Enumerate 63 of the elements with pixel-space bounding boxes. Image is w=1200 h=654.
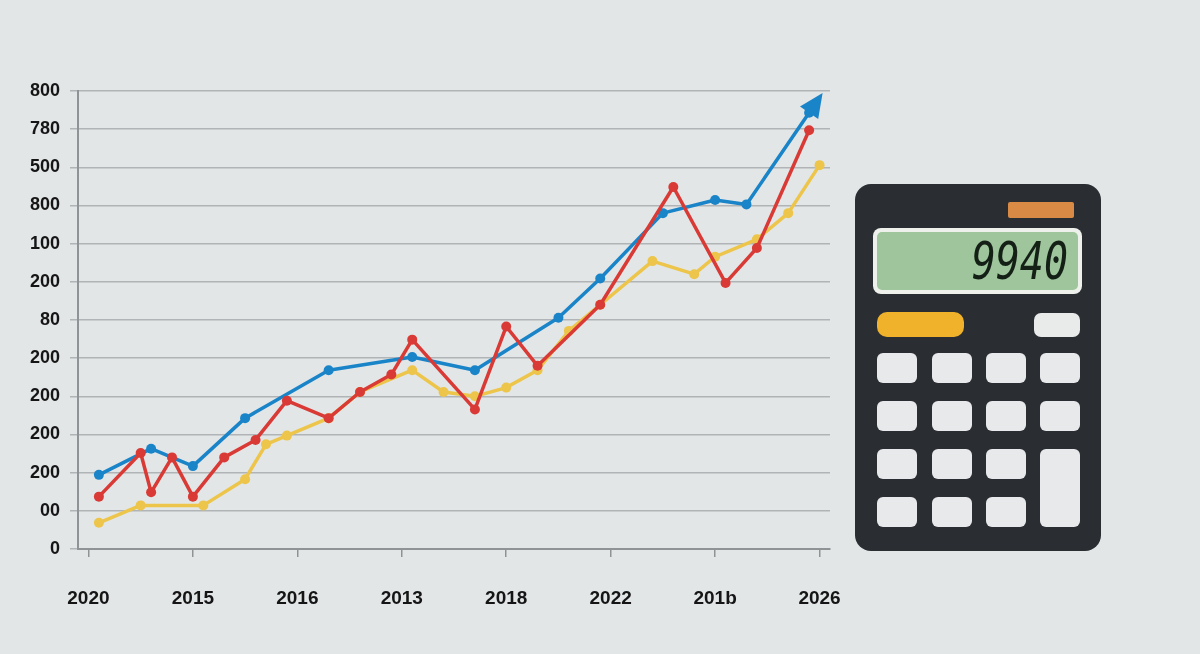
- point: [187, 461, 198, 472]
- point: [146, 443, 157, 454]
- point: [386, 369, 397, 380]
- point: [553, 312, 564, 323]
- point: [146, 487, 157, 498]
- point: [281, 430, 292, 441]
- point: [710, 195, 721, 206]
- point: [240, 413, 251, 424]
- text: 200: [29, 385, 60, 406]
- point: [469, 404, 480, 415]
- text: 200: [29, 347, 60, 368]
- x-tick-label: 2016: [276, 586, 319, 608]
- x-tick-label: 201b: [693, 586, 737, 608]
- text: 200: [29, 270, 60, 291]
- point: [469, 365, 480, 376]
- point: [595, 273, 606, 284]
- point: [135, 500, 146, 511]
- point: [532, 360, 543, 371]
- point: [783, 208, 794, 219]
- point: [135, 448, 146, 459]
- point: [250, 434, 261, 445]
- point: [187, 491, 198, 502]
- point: [501, 321, 512, 332]
- text: 80: [39, 308, 60, 329]
- point: [647, 256, 658, 267]
- point: [93, 469, 104, 480]
- point: [219, 452, 230, 463]
- point: [198, 500, 209, 511]
- point: [438, 386, 449, 397]
- point: [751, 243, 762, 254]
- point: [741, 199, 752, 210]
- point: [668, 181, 679, 192]
- text: 500: [29, 156, 60, 177]
- point: [93, 491, 104, 502]
- text: 780: [29, 118, 60, 139]
- text: 200: [29, 423, 60, 444]
- text: 800: [29, 194, 60, 215]
- x-tick-label: 2018: [485, 586, 528, 608]
- point: [261, 439, 271, 450]
- point: [407, 365, 418, 376]
- x-tick-label: 2013: [380, 586, 423, 608]
- point: [689, 269, 700, 280]
- calculator-icon: 9940: [855, 184, 1101, 551]
- point: [720, 277, 731, 288]
- point: [814, 160, 825, 171]
- point: [281, 395, 292, 406]
- text: 800: [29, 79, 60, 100]
- x-tick-label: 2022: [589, 586, 632, 608]
- point: [167, 452, 177, 463]
- point: [407, 334, 418, 345]
- text: 00: [39, 499, 60, 520]
- x-tick-label: 2015: [171, 586, 215, 608]
- text: 0: [49, 537, 60, 558]
- point: [93, 517, 104, 528]
- point: [501, 382, 512, 393]
- point: [804, 125, 815, 136]
- point: [323, 365, 334, 376]
- point: [240, 474, 251, 485]
- x-tick-label: 2020: [67, 586, 110, 608]
- text: 100: [29, 232, 60, 253]
- x-tick-label: 2026: [798, 586, 841, 608]
- text: 200: [29, 461, 60, 482]
- point: [407, 352, 418, 363]
